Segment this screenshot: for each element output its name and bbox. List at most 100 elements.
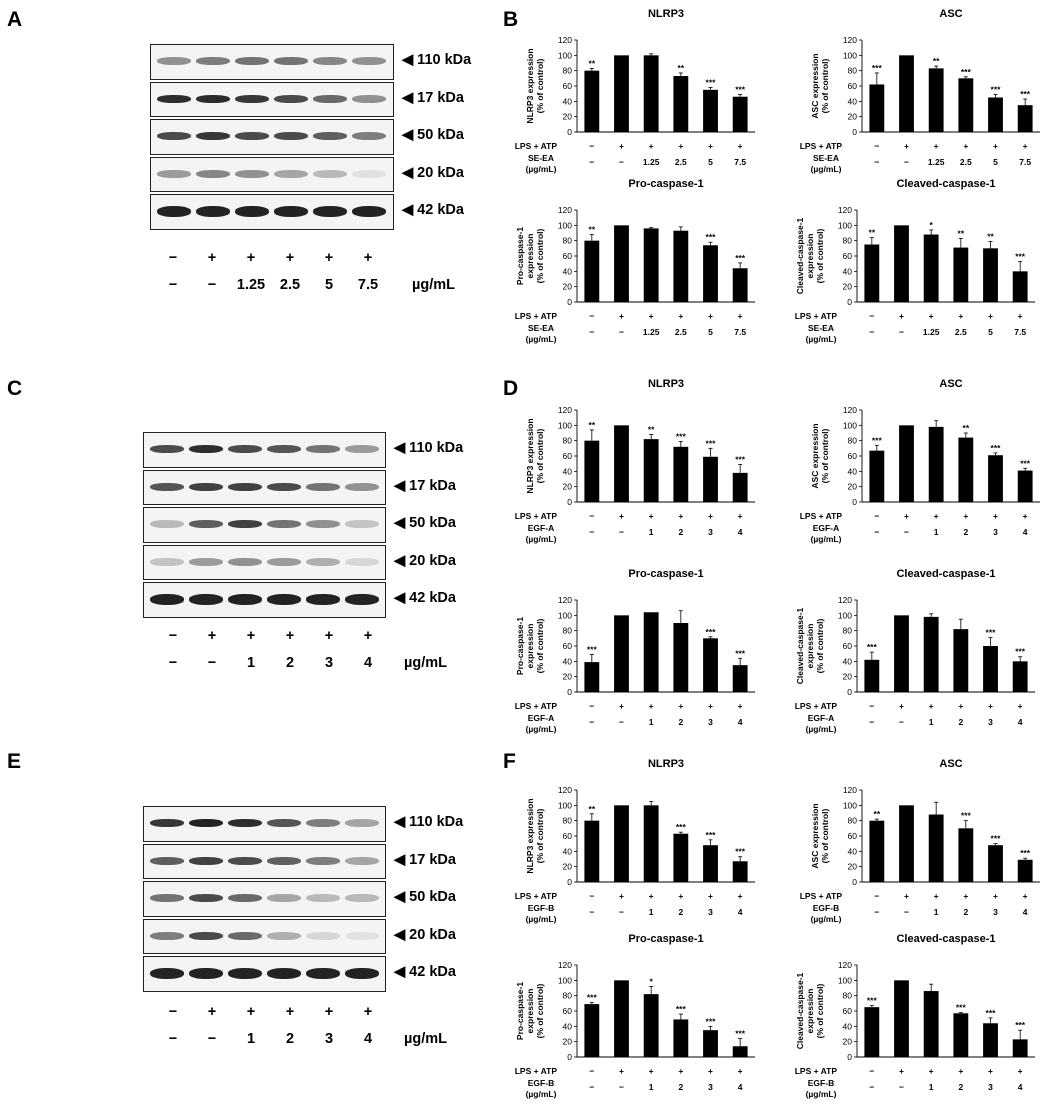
blot-condition-value: −: [168, 1004, 178, 1020]
bar: [614, 980, 629, 1057]
bar: [732, 268, 748, 302]
blot-condition-value: 3: [324, 655, 334, 671]
y-tick-label: 80: [563, 626, 573, 636]
y-tick-label: 20: [563, 672, 573, 682]
blot-band: [345, 594, 379, 605]
chart-treatment-label: EGF-A: [528, 713, 554, 723]
blot-band: [150, 482, 184, 491]
significance-mark: ***: [735, 253, 746, 263]
blot-condition-value: −: [207, 655, 217, 671]
blot-condition-value: +: [363, 628, 373, 644]
blot-kda-label: ◀ 110 kDa: [394, 440, 464, 456]
y-tick-label: 40: [848, 466, 858, 476]
bar: [953, 629, 969, 692]
y-tick-label: 60: [563, 831, 573, 841]
blot-band: [228, 520, 262, 528]
y-tick-label: 60: [848, 81, 858, 91]
blot-strip: [143, 881, 386, 917]
y-tick-label: 0: [847, 687, 852, 697]
blot-band: [150, 894, 184, 902]
blot-condition-value: +: [285, 1004, 295, 1020]
chart-unit-label: (µg/mL): [526, 914, 557, 924]
blot-band: [267, 968, 301, 979]
blot-band: [189, 894, 223, 902]
y-axis-label: (% of control): [535, 808, 545, 863]
y-axis-label: (% of control): [535, 58, 545, 113]
y-axis-label: expression: [525, 989, 535, 1034]
y-tick-label: 40: [563, 1021, 573, 1031]
lps-mark: +: [988, 311, 993, 321]
y-tick-label: 80: [843, 236, 853, 246]
blot-band: [150, 819, 184, 827]
lps-mark: +: [993, 511, 998, 521]
y-axis-label: Pro-caspase-1: [515, 982, 525, 1040]
dose-label: −: [869, 1082, 874, 1092]
y-tick-label: 120: [558, 960, 572, 970]
blot-band: [313, 169, 347, 178]
bar: [643, 55, 659, 133]
y-tick-label: 60: [843, 1006, 853, 1016]
y-tick-label: 60: [563, 81, 573, 91]
y-tick-label: 40: [848, 846, 858, 856]
blot-band: [306, 968, 340, 979]
y-tick-label: 40: [563, 266, 573, 276]
dose-label: 1.25: [928, 157, 945, 167]
lps-mark: +: [988, 1066, 993, 1076]
chart-unit-label: (µg/mL): [526, 534, 557, 544]
blot-condition-value: −: [207, 277, 217, 293]
bar: [1012, 1039, 1028, 1057]
blot-band: [150, 968, 184, 979]
chart-treatment-label: SE-EA: [813, 153, 839, 163]
significance-mark: ***: [1020, 848, 1031, 858]
lps-mark: +: [929, 311, 934, 321]
blot-band: [196, 94, 230, 103]
chart-treatment-label: EGF-A: [808, 713, 834, 723]
chart-lps-label: LPS + ATP: [515, 1066, 558, 1076]
significance-mark: **: [648, 425, 655, 435]
dose-label: 7.5: [734, 327, 746, 337]
lps-mark: +: [929, 701, 934, 711]
chart-unit-label: (µg/mL): [806, 724, 837, 734]
blot-condition-value: 4: [363, 1031, 373, 1047]
blot-strip: [150, 194, 394, 230]
dose-label: 2: [963, 907, 968, 917]
bar: [703, 1030, 718, 1057]
blot-condition-value: +: [324, 1004, 334, 1020]
lps-mark: −: [589, 1066, 594, 1076]
significance-mark: ***: [867, 642, 878, 652]
dose-label: −: [589, 717, 594, 727]
lps-mark: +: [1018, 701, 1023, 711]
bar: [703, 245, 718, 302]
y-axis-label: ASC expression: [810, 423, 820, 488]
chart-title: Cleaved-caspase-1: [896, 933, 995, 945]
blot-strip: [150, 44, 394, 80]
dose-label: 3: [708, 717, 713, 727]
lps-mark: +: [958, 311, 963, 321]
blot-band: [352, 169, 386, 178]
significance-mark: ***: [961, 811, 972, 821]
lps-mark: +: [649, 891, 654, 901]
blot-band: [157, 169, 191, 178]
blot-kda-label: ◀ 50 kDa: [394, 889, 456, 905]
y-tick-label: 60: [563, 251, 573, 261]
blot-kda-label: ◀ 17 kDa: [394, 477, 456, 494]
dose-label: −: [874, 157, 879, 167]
blot-condition-value: +: [207, 250, 217, 266]
bar: [614, 55, 629, 133]
blot-band: [352, 94, 386, 103]
significance-mark: **: [589, 225, 596, 235]
y-tick-label: 100: [843, 420, 857, 430]
dose-label: 2.5: [675, 327, 687, 337]
significance-mark: **: [933, 56, 940, 66]
dose-label: −: [619, 1082, 624, 1092]
bar: [673, 833, 689, 882]
bar: [703, 456, 718, 502]
dose-label: −: [899, 1082, 904, 1092]
y-tick-label: 120: [558, 35, 572, 45]
blot-band: [345, 931, 379, 940]
dose-label: 3: [708, 907, 713, 917]
y-tick-label: 120: [843, 405, 857, 415]
blot-band: [267, 557, 301, 566]
bar: [584, 1004, 600, 1057]
y-tick-label: 80: [843, 626, 853, 636]
